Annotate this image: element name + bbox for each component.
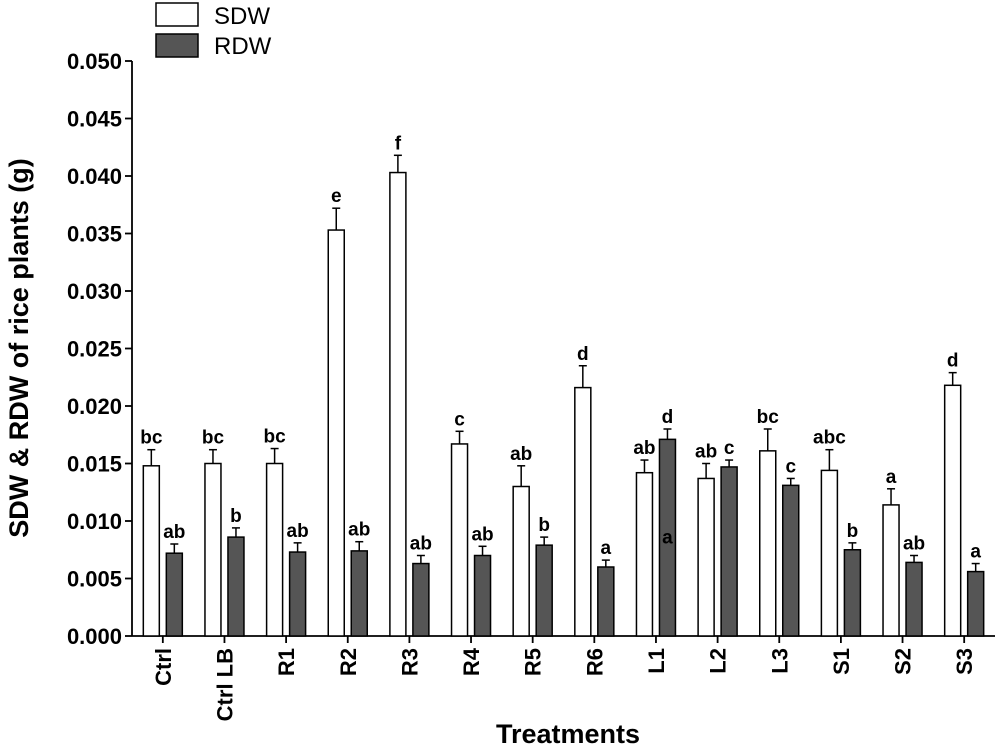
bar-rdw-ctrl-lb bbox=[227, 536, 245, 637]
bar-sdw-r2 bbox=[327, 229, 345, 637]
x-tick-label: Ctrl bbox=[151, 648, 176, 686]
significance-label: ab bbox=[903, 534, 925, 555]
bar-sdw-r1 bbox=[265, 462, 284, 637]
x-tick-label: S3 bbox=[952, 648, 977, 675]
legend: SDW RDW bbox=[155, 2, 272, 60]
bar-sdw-r5 bbox=[512, 485, 530, 637]
bar-sdw-s2 bbox=[882, 504, 900, 637]
bar-rdw-s1 bbox=[843, 549, 862, 637]
significance-label: bc bbox=[757, 407, 780, 428]
bar-rdw-r3 bbox=[412, 562, 430, 637]
bar-rdw-r6 bbox=[597, 566, 615, 637]
significance-label: ab bbox=[410, 534, 432, 555]
bars bbox=[142, 154, 985, 637]
bar-rdw-s2 bbox=[905, 561, 923, 637]
significance-label: e bbox=[331, 186, 342, 207]
bar-sdw-l3 bbox=[759, 450, 777, 637]
y-tick-label: 0.015 bbox=[67, 452, 122, 477]
x-tick-label: R4 bbox=[459, 647, 484, 676]
bar-rdw-r2 bbox=[350, 550, 368, 637]
y-tick-label: 0.035 bbox=[67, 222, 122, 247]
bar-rdw-r4 bbox=[473, 554, 492, 637]
x-tick-label: R3 bbox=[397, 648, 422, 676]
bar-rdw-l3 bbox=[782, 484, 800, 637]
y-tick-label: 0.040 bbox=[67, 164, 122, 189]
significance-label: d bbox=[577, 344, 589, 365]
x-axis-title: Treatments bbox=[496, 719, 640, 749]
bar-rdw-r5 bbox=[535, 544, 553, 637]
significance-label: ab bbox=[348, 520, 370, 541]
x-tick-label: R2 bbox=[336, 648, 361, 676]
bar-rdw-l2 bbox=[720, 466, 738, 637]
significance-label: d bbox=[662, 407, 674, 428]
significance-label: f bbox=[395, 133, 402, 154]
significance-label: bc bbox=[140, 428, 163, 449]
y-tick-label: 0.010 bbox=[67, 509, 122, 534]
bar-rdw-r1 bbox=[288, 551, 307, 637]
legend-swatch-sdw bbox=[155, 2, 199, 27]
y-axis-title: SDW & RDW of rice plants (g) bbox=[4, 158, 34, 538]
y-tick-label: 0.000 bbox=[67, 624, 122, 649]
significance-label: ab bbox=[287, 521, 309, 542]
significance-label: bc bbox=[202, 428, 225, 449]
y-tick-label: 0.025 bbox=[67, 337, 122, 362]
legend-label-rdw: RDW bbox=[214, 33, 272, 60]
significance-label: c bbox=[785, 456, 796, 477]
significance-label: ab bbox=[633, 438, 655, 459]
x-tick-label: R5 bbox=[521, 648, 546, 676]
y-tick-label: 0.005 bbox=[67, 567, 122, 592]
x-tick-label: L2 bbox=[706, 648, 731, 674]
significance-label: abc bbox=[813, 428, 846, 449]
bar-sdw-r6 bbox=[574, 386, 592, 637]
significance-label: ab bbox=[471, 524, 493, 545]
bar-sdw-r4 bbox=[450, 443, 469, 637]
axes: 0.000 0.005 0.010 0.015 0.020 0.025 0.030 0.035… bbox=[67, 49, 995, 721]
x-tick-label: S2 bbox=[891, 648, 916, 675]
x-tick-label: R6 bbox=[582, 648, 607, 676]
significance-label: d bbox=[947, 351, 959, 372]
significance-label: bc bbox=[264, 427, 287, 448]
significance-label: a bbox=[886, 467, 897, 488]
significance-label: ab bbox=[695, 442, 717, 463]
y-tick-label: 0.050 bbox=[67, 49, 122, 74]
significance-label: c bbox=[454, 409, 465, 430]
x-tick-label: L1 bbox=[644, 648, 669, 674]
bar-rdw-ctrl bbox=[165, 552, 184, 637]
bar-sdw-s1 bbox=[820, 469, 839, 637]
significance-label: b bbox=[230, 506, 242, 527]
bar-rdw-s3 bbox=[966, 570, 985, 637]
x-tick-label: L3 bbox=[767, 648, 792, 674]
significance-label: b bbox=[847, 521, 859, 542]
significance-label: b bbox=[538, 515, 550, 536]
bar-sdw-l2 bbox=[697, 477, 715, 637]
bar-annotation: a bbox=[662, 528, 673, 549]
y-tick-label: 0.030 bbox=[67, 279, 122, 304]
legend-label-sdw: SDW bbox=[214, 3, 270, 30]
significance-label: c bbox=[724, 438, 735, 459]
significance-label: a bbox=[601, 538, 612, 559]
bar-sdw-r3 bbox=[389, 171, 407, 637]
bar-sdw-ctrl-lb bbox=[204, 462, 222, 637]
x-tick-label: S1 bbox=[829, 648, 854, 675]
bar-sdw-s3 bbox=[943, 384, 962, 637]
bar-sdw-l1 bbox=[635, 471, 654, 637]
x-tick-label: R1 bbox=[274, 648, 299, 676]
significance-label: ab bbox=[510, 444, 532, 465]
y-tick-label: 0.020 bbox=[67, 394, 122, 419]
x-tick-label: Ctrl LB bbox=[212, 648, 237, 721]
y-tick-label: 0.045 bbox=[67, 107, 122, 132]
bar-sdw-ctrl bbox=[142, 465, 161, 637]
significance-label: ab bbox=[163, 522, 185, 543]
legend-swatch-rdw bbox=[155, 33, 199, 58]
significance-label: a bbox=[970, 542, 981, 563]
